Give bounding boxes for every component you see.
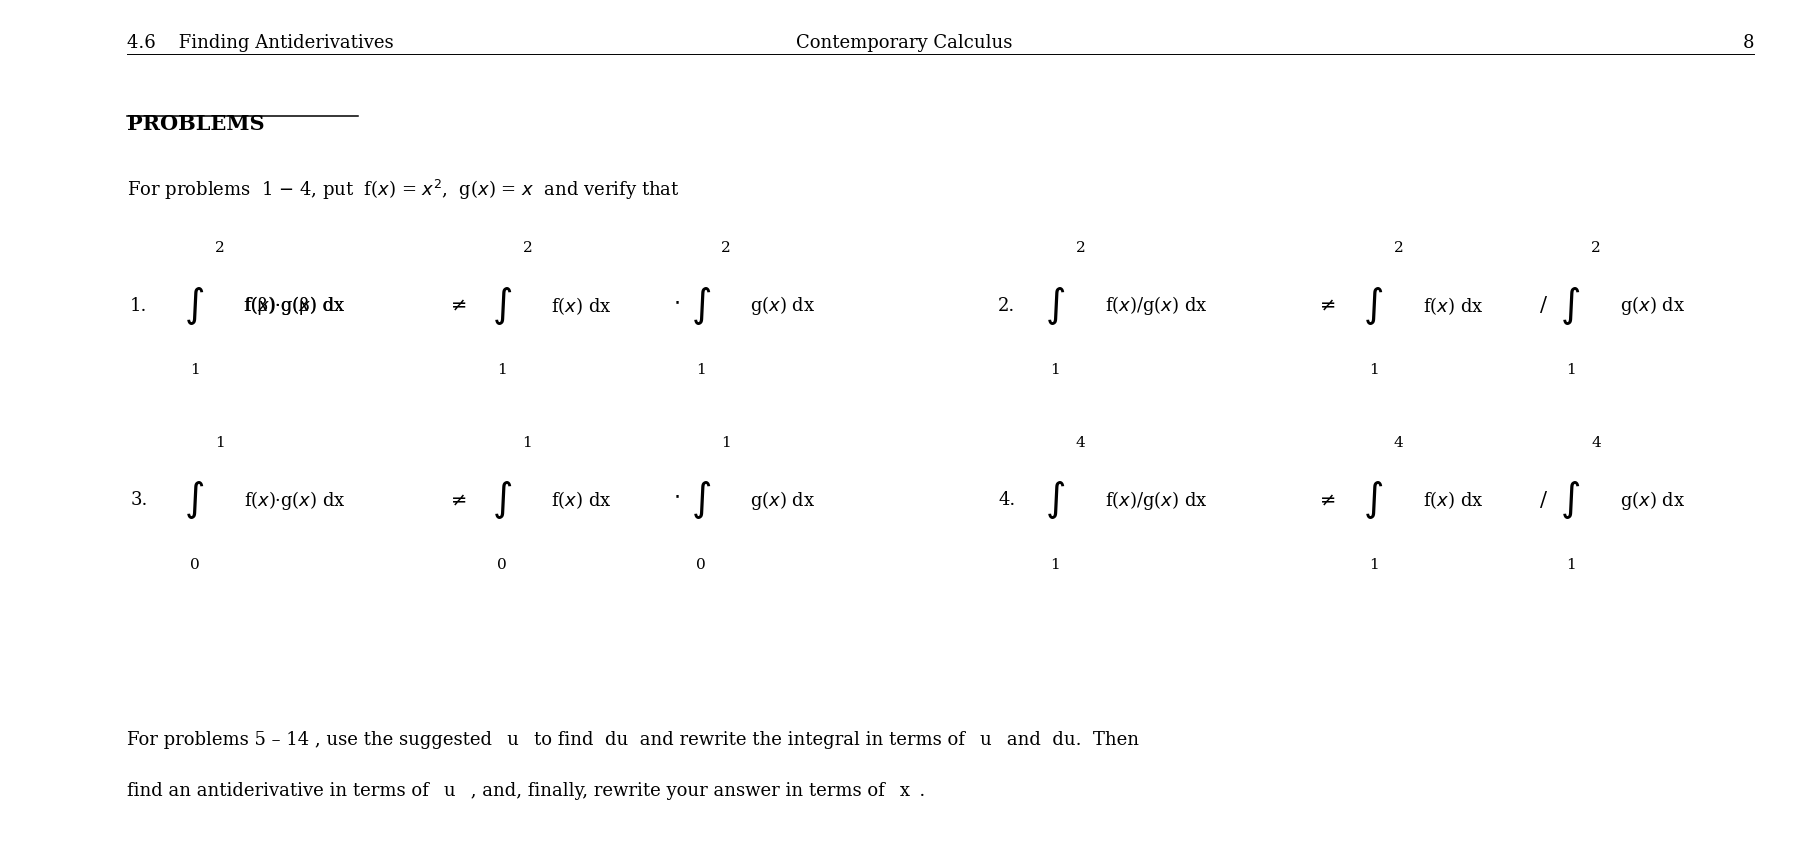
- Text: $\int$: $\int$: [492, 284, 511, 327]
- Text: /: /: [1540, 490, 1547, 509]
- Text: 0: 0: [190, 557, 199, 571]
- Text: 4: 4: [1590, 435, 1599, 449]
- Text: 2.: 2.: [997, 296, 1016, 315]
- Text: g($x$) dx: g($x$) dx: [1619, 294, 1684, 317]
- Text: 1.: 1.: [130, 296, 148, 315]
- Text: 1: 1: [215, 435, 224, 449]
- Text: 1: 1: [721, 435, 730, 449]
- Text: 1: 1: [1565, 363, 1574, 377]
- Text: 1: 1: [1368, 557, 1377, 571]
- Text: $\int$: $\int$: [690, 479, 710, 521]
- Text: find an antiderivative in terms of   u   , and, finally, rewrite your answer in : find an antiderivative in terms of u , a…: [126, 781, 925, 798]
- Text: Contemporary Calculus: Contemporary Calculus: [795, 34, 1012, 51]
- Text: 1: 1: [1368, 363, 1377, 377]
- Text: g($x$) dx: g($x$) dx: [1619, 488, 1684, 511]
- Text: f($x$)·g($x$) dx: f($x$)·g($x$) dx: [244, 488, 345, 511]
- Text: 1: 1: [190, 363, 199, 377]
- Text: $\int$: $\int$: [492, 479, 511, 521]
- Text: $\neq$: $\neq$: [1315, 490, 1335, 509]
- Text: $\cdot$: $\cdot$: [672, 290, 679, 312]
- Text: 1: 1: [1565, 557, 1574, 571]
- Text: $\int$: $\int$: [1559, 284, 1579, 327]
- Text: $\int$: $\int$: [1044, 479, 1064, 521]
- Text: 2: 2: [215, 241, 224, 255]
- Text: $\int$: $\int$: [1559, 479, 1579, 521]
- Text: $\int$: $\int$: [690, 284, 710, 327]
- Text: 1: 1: [497, 363, 506, 377]
- Text: $\neq$: $\neq$: [1315, 296, 1335, 315]
- Text: 2: 2: [1075, 241, 1084, 255]
- Text: f($x$)·g($x$) dx: f($x$)·g($x$) dx: [244, 294, 345, 317]
- Text: $\cdot$: $\cdot$: [672, 484, 679, 506]
- Text: 1: 1: [522, 435, 531, 449]
- Text: $\int$: $\int$: [184, 479, 204, 521]
- Text: f($x$) dx: f($x$) dx: [551, 295, 611, 316]
- Text: 2: 2: [1393, 241, 1402, 255]
- Text: f(β)·g(β) dx: f(β)·g(β) dx: [244, 296, 343, 315]
- Text: $\int$: $\int$: [1362, 479, 1382, 521]
- Text: 4: 4: [1393, 435, 1402, 449]
- Text: For problems 5 – 14 , use the suggested   u   to find  du  and rewrite the integ: For problems 5 – 14 , use the suggested …: [126, 730, 1138, 748]
- Text: /: /: [1540, 296, 1547, 315]
- Text: 2: 2: [522, 241, 531, 255]
- Text: 1: 1: [1050, 557, 1059, 571]
- Text: 4.: 4.: [997, 490, 1016, 509]
- Text: f($x$)/g($x$) dx: f($x$)/g($x$) dx: [1104, 488, 1207, 511]
- Text: $\int$: $\int$: [1362, 284, 1382, 327]
- Text: g($x$) dx: g($x$) dx: [750, 294, 815, 317]
- Text: 3.: 3.: [130, 490, 148, 509]
- Text: f($x$) dx: f($x$) dx: [551, 489, 611, 511]
- Text: 0: 0: [696, 557, 705, 571]
- Text: 2: 2: [721, 241, 730, 255]
- Text: $\neq$: $\neq$: [446, 490, 466, 509]
- Text: PROBLEMS: PROBLEMS: [126, 114, 264, 134]
- Text: $\neq$: $\neq$: [446, 296, 466, 315]
- Text: 2: 2: [1590, 241, 1599, 255]
- Text: g($x$) dx: g($x$) dx: [750, 488, 815, 511]
- Text: 0: 0: [497, 557, 506, 571]
- Text: f($x$) dx: f($x$) dx: [1422, 489, 1482, 511]
- Text: $\int$: $\int$: [1044, 284, 1064, 327]
- Text: 4.6    Finding Antiderivatives: 4.6 Finding Antiderivatives: [126, 34, 392, 51]
- Text: 1: 1: [696, 363, 705, 377]
- Text: For problems  1 $-$ 4, put  f($x$) = $x^2$,  g($x$) = $x$  and verify that: For problems 1 $-$ 4, put f($x$) = $x^2$…: [126, 177, 679, 202]
- Text: 4: 4: [1075, 435, 1084, 449]
- Text: $\int$: $\int$: [184, 284, 204, 327]
- Text: 1: 1: [1050, 363, 1059, 377]
- Text: 8: 8: [1742, 34, 1753, 51]
- Text: f($x$) dx: f($x$) dx: [1422, 295, 1482, 316]
- Text: f($x$)/g($x$) dx: f($x$)/g($x$) dx: [1104, 294, 1207, 317]
